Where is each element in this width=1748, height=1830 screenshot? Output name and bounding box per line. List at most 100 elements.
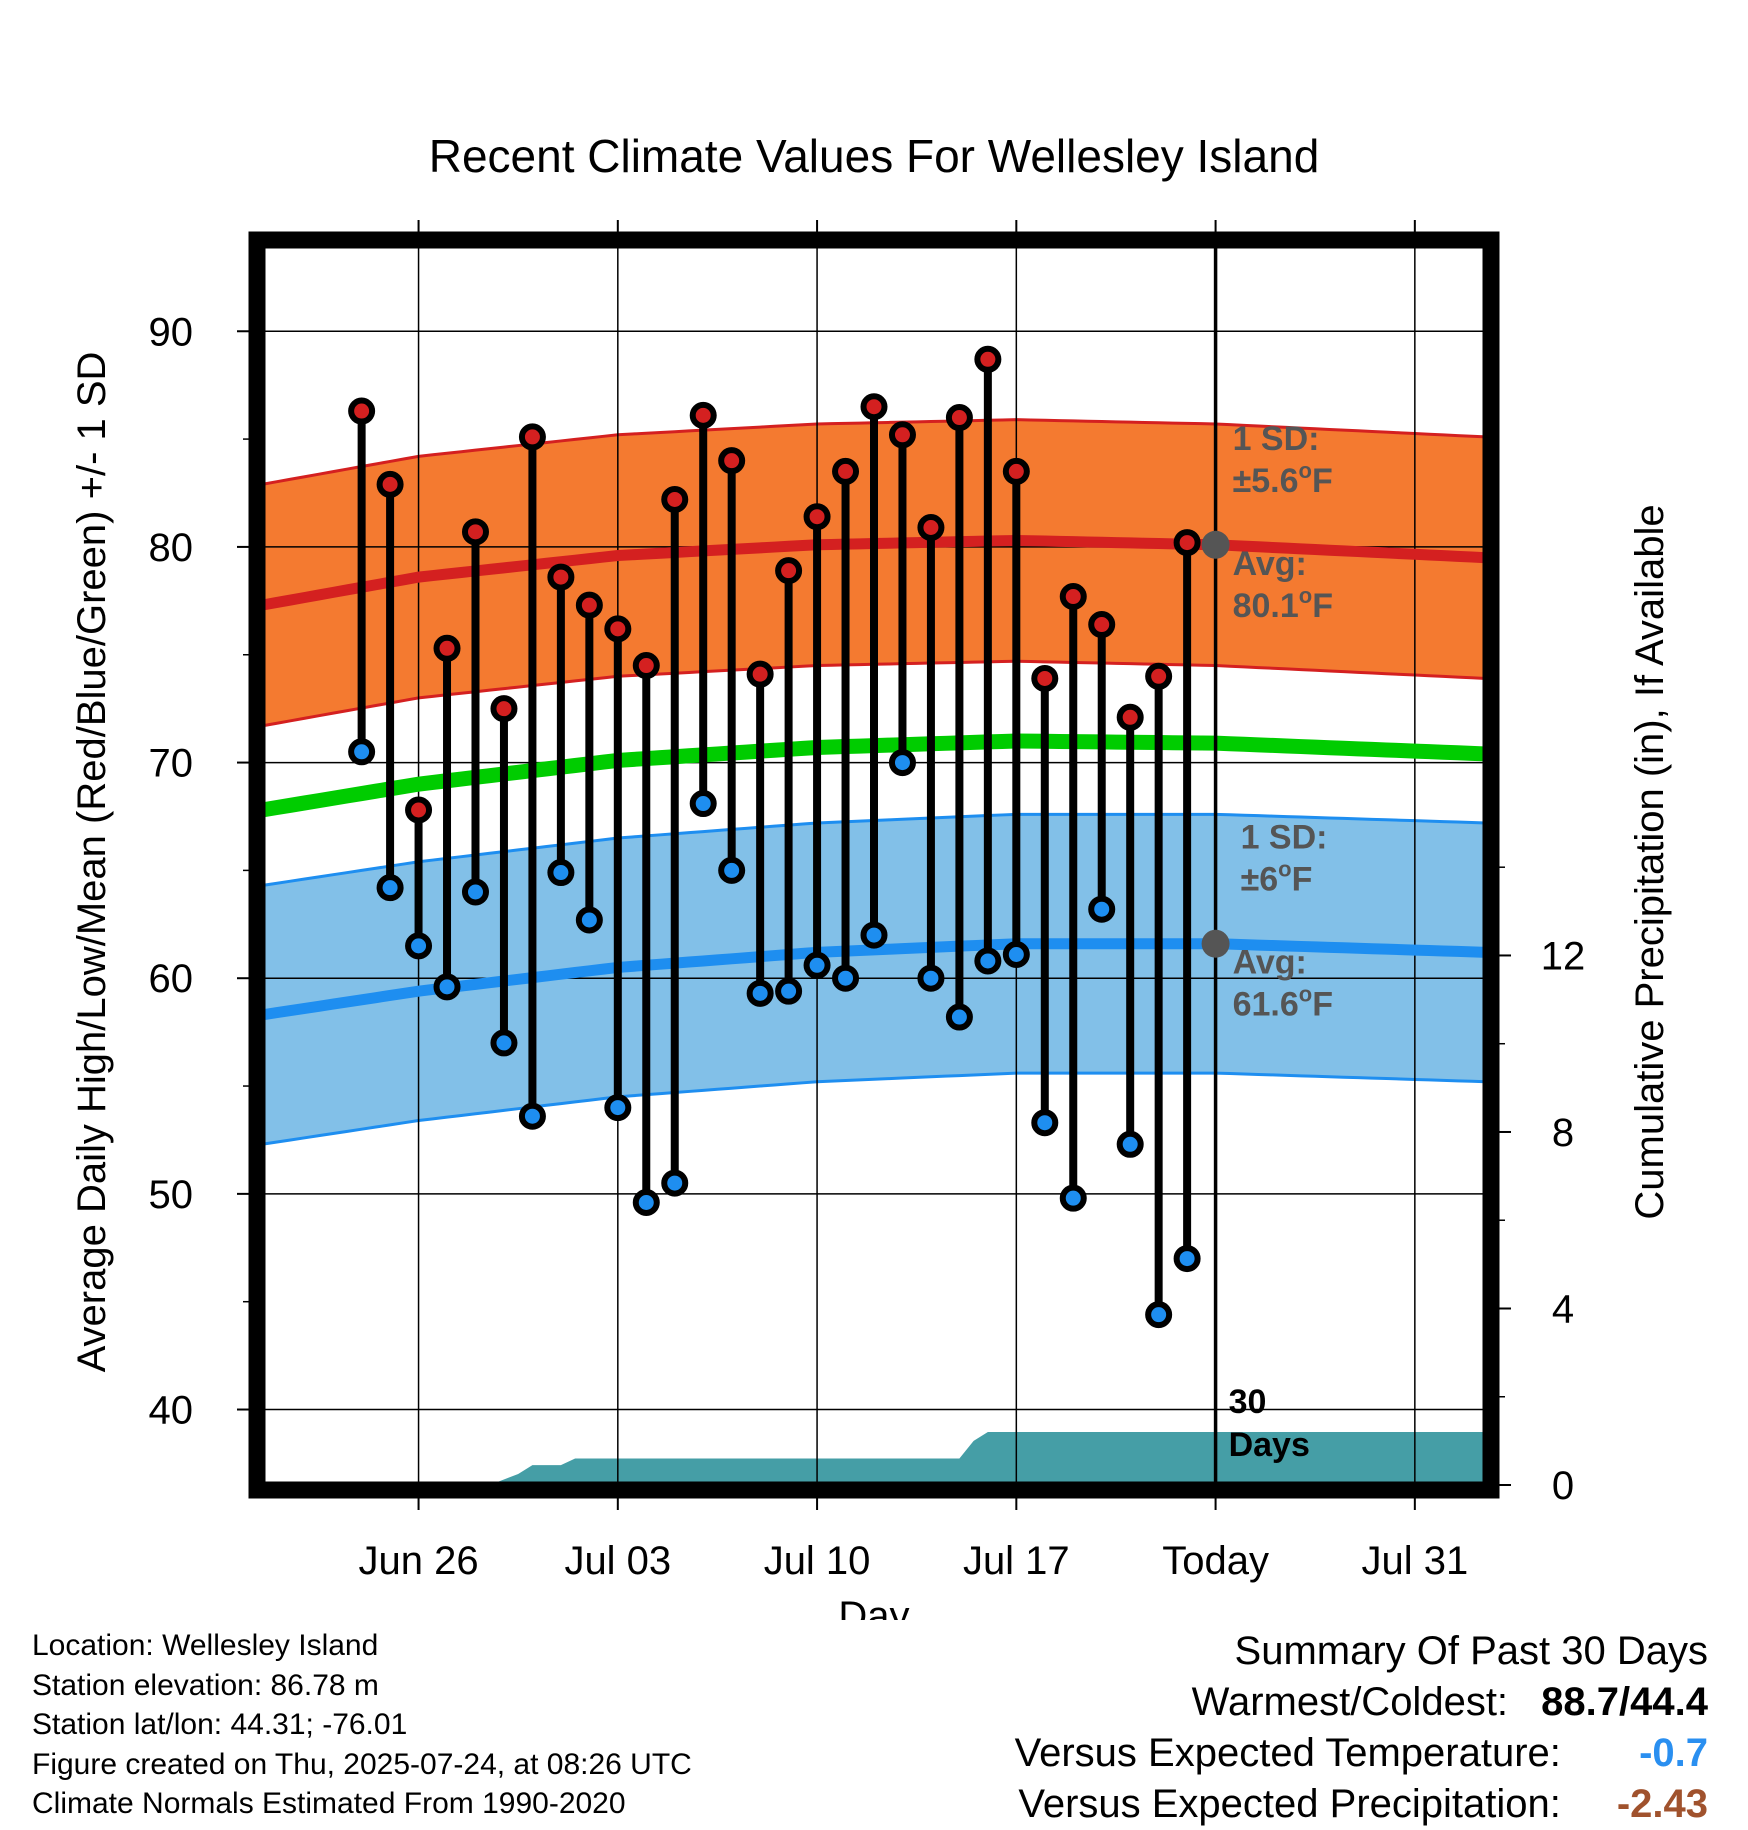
daily-high-dot xyxy=(803,503,831,531)
low-avg-label: Avg: xyxy=(1233,944,1307,982)
daily-low-dot xyxy=(860,921,888,949)
y2-tick-label: 12 xyxy=(1541,934,1586,978)
y2-tick-label: 4 xyxy=(1552,1287,1574,1331)
y-tick-label: 60 xyxy=(149,957,194,1001)
low-sd-band xyxy=(262,814,1486,1145)
daily-high-dot xyxy=(689,401,717,429)
daily-dots xyxy=(348,345,1230,1329)
daily-high-dot xyxy=(1002,457,1030,485)
daily-low-dot xyxy=(746,979,774,1007)
daily-low-dot xyxy=(1031,1109,1059,1137)
warmest-coldest-row: Warmest/Coldest: 88.7/44.4 xyxy=(1015,1677,1708,1728)
low-avg-value: 61.6oF xyxy=(1233,982,1333,1024)
daily-high-dot xyxy=(490,695,518,723)
y2-axis-title: Cumulative Precipitation (in), If Availa… xyxy=(1628,504,1672,1219)
daily-high-dot xyxy=(718,447,746,475)
daily-low-dot xyxy=(461,878,489,906)
days-unit-label: Days xyxy=(1229,1426,1310,1464)
high-avg-marker xyxy=(1201,530,1230,559)
daily-low-dot xyxy=(888,749,916,777)
daily-high-dot xyxy=(1116,703,1144,731)
daily-low-dot xyxy=(547,859,575,887)
daily-low-dot xyxy=(917,964,945,992)
y-tick-label: 50 xyxy=(149,1173,194,1217)
y-tick-label: 40 xyxy=(149,1389,194,1433)
precip-vs-expected-row: Versus Expected Precipitation: -2.43 xyxy=(1015,1779,1708,1830)
x-tick-label: Jul 10 xyxy=(764,1539,871,1583)
precip-vs-expected-label: Versus Expected Precipitation: xyxy=(1018,1782,1561,1826)
daily-low-dot xyxy=(1145,1301,1173,1329)
latlon-text: Station lat/lon: 44.31; -76.01 xyxy=(32,1708,408,1741)
daily-high-dot xyxy=(832,457,860,485)
temp-vs-expected-row: Versus Expected Temperature: -0.7 xyxy=(1015,1728,1708,1779)
daily-high-dot xyxy=(974,345,1002,373)
daily-low-dot xyxy=(1059,1184,1087,1212)
chart-title: Recent Climate Values For Wellesley Isla… xyxy=(429,130,1320,182)
y2-tick-label: 8 xyxy=(1552,1111,1574,1155)
daily-low-dot xyxy=(1002,940,1030,968)
daily-low-dot xyxy=(604,1094,632,1122)
x-tick-label: Today xyxy=(1162,1539,1269,1583)
temp-vs-expected-value: -0.7 xyxy=(1639,1731,1708,1775)
daily-low-dot xyxy=(718,856,746,884)
daily-high-dot xyxy=(575,591,603,619)
high-sd-value: ±5.6oF xyxy=(1233,458,1333,500)
daily-high-dot xyxy=(1145,662,1173,690)
daily-low-dot xyxy=(1088,895,1116,923)
daily-high-dot xyxy=(1173,529,1201,557)
daily-high-dot xyxy=(945,404,973,432)
x-tick-label: Jul 03 xyxy=(564,1539,671,1583)
daily-low-dot xyxy=(376,874,404,902)
daily-low-dot xyxy=(1173,1245,1201,1273)
daily-low-dot xyxy=(832,964,860,992)
daily-low-dot xyxy=(575,906,603,934)
daily-high-dot xyxy=(1059,583,1087,611)
low-sd-label: 1 SD: xyxy=(1241,819,1328,857)
daily-high-dot xyxy=(860,393,888,421)
normal-low-line xyxy=(261,938,1487,1021)
low-sd-lower-edge xyxy=(261,1071,1487,1146)
daily-low-dot xyxy=(974,947,1002,975)
y-tick-label: 80 xyxy=(149,526,194,570)
created-text: Figure created on Thu, 2025-07-24, at 08… xyxy=(32,1747,692,1781)
y-tick-label: 90 xyxy=(149,310,194,354)
daily-low-dot xyxy=(490,1029,518,1057)
x-axis-title: Day xyxy=(838,1594,909,1620)
x-tick-label: Jun 26 xyxy=(359,1539,479,1583)
daily-high-dot xyxy=(1088,611,1116,639)
daily-high-dot xyxy=(661,485,689,513)
station-info: Location: Wellesley Island Station eleva… xyxy=(32,1626,692,1824)
daily-low-dot xyxy=(661,1169,689,1197)
daily-high-dot xyxy=(405,796,433,824)
daily-high-dot xyxy=(433,634,461,662)
daily-high-dot xyxy=(518,423,546,451)
daily-high-dot xyxy=(775,557,803,585)
climate-chart: Recent Climate Values For Wellesley Isla… xyxy=(70,130,1672,1620)
daily-low-dot xyxy=(803,951,831,979)
daily-stems xyxy=(357,359,1192,1315)
plot-border xyxy=(248,231,1500,1499)
daily-high-dot xyxy=(1031,664,1059,692)
high-avg-value: 80.1oF xyxy=(1233,583,1333,625)
daily-low-dot xyxy=(775,977,803,1005)
axes: 40 50 60 70 80 90 0 4 8 12 Jun 26 Jul 03 Jul 10 Jul 1… xyxy=(70,220,1672,1620)
x-tick-label: Jul 31 xyxy=(1361,1539,1468,1583)
normals-text: Climate Normals Estimated From 1990-2020 xyxy=(32,1787,626,1820)
precipitation-area xyxy=(262,1432,1486,1485)
daily-high-dot xyxy=(917,514,945,542)
daily-low-dot xyxy=(348,738,376,766)
warmest-coldest-label: Warmest/Coldest: xyxy=(1191,1680,1509,1724)
days-count-label: 30 xyxy=(1229,1383,1267,1421)
low-avg-marker xyxy=(1201,929,1230,958)
summary-panel: Summary Of Past 30 Days Warmest/Coldest:… xyxy=(1015,1626,1708,1830)
elevation-text: Station elevation: 86.78 m xyxy=(32,1668,379,1702)
daily-high-dot xyxy=(376,470,404,498)
y-tick-label: 70 xyxy=(149,742,194,786)
temp-vs-expected-label: Versus Expected Temperature: xyxy=(1014,1731,1561,1775)
plot-frame xyxy=(248,231,1500,1499)
daily-high-dot xyxy=(746,660,774,688)
daily-low-dot xyxy=(405,932,433,960)
y2-tick-label: 0 xyxy=(1552,1464,1574,1508)
warmest-coldest-value: 88.7/44.4 xyxy=(1541,1680,1708,1724)
